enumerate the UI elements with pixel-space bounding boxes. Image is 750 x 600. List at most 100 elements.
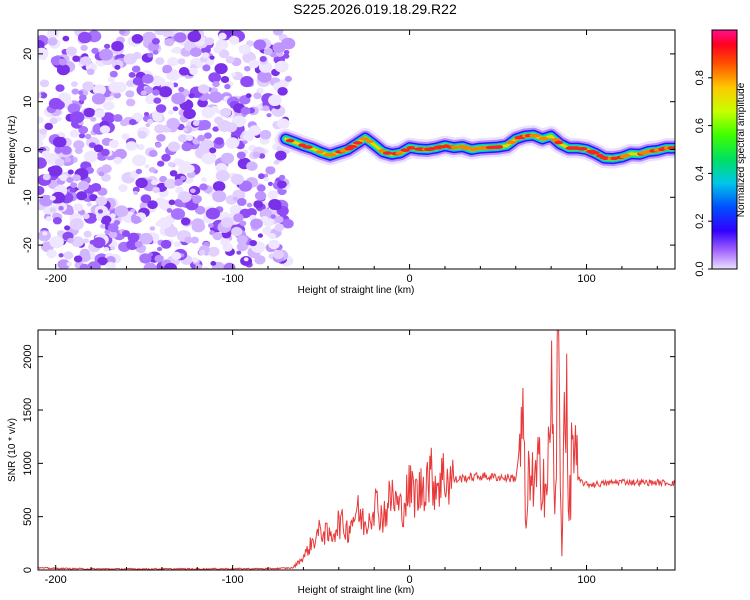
- noise-dot: [131, 34, 144, 44]
- noise-dot: [238, 180, 253, 192]
- noise-dot: [174, 32, 187, 43]
- noise-dot: [97, 256, 108, 266]
- noise-dot: [272, 30, 284, 36]
- noise-dot: [243, 257, 249, 262]
- noise-dot: [210, 261, 217, 266]
- noise-dot: [256, 184, 266, 192]
- noise-dot: [245, 93, 252, 99]
- noise-dot: [94, 109, 106, 118]
- noise-dot: [157, 160, 165, 167]
- noise-dot: [187, 30, 202, 43]
- noise-dot: [155, 57, 165, 65]
- noise-dot: [268, 239, 280, 250]
- noise-dot: [105, 89, 112, 95]
- noise-dot: [70, 182, 78, 189]
- noise-dot: [240, 76, 254, 88]
- ridge-peak: [538, 136, 549, 141]
- noise-dot: [205, 207, 220, 220]
- colorbar-gradient: [711, 29, 738, 270]
- noise-dot: [248, 59, 260, 69]
- noise-dot: [42, 231, 48, 236]
- figure-title: S225.2026.019.18.29.R22: [293, 1, 457, 17]
- noise-dot: [86, 68, 95, 76]
- noise-dot: [284, 75, 292, 82]
- noise-dot: [118, 184, 128, 193]
- snr-ytick-label: 500: [22, 507, 34, 525]
- noise-dot: [77, 180, 89, 191]
- noise-dot: [220, 217, 234, 228]
- noise-dot: [127, 232, 140, 243]
- noise-dot: [77, 31, 92, 44]
- noise-dot: [236, 242, 248, 252]
- colorbar-tick-label: 0.4: [694, 166, 706, 181]
- noise-dot: [132, 77, 143, 86]
- noise-dot: [214, 137, 224, 145]
- noise-dot: [64, 225, 71, 231]
- noise-dot: [143, 112, 150, 117]
- ridge-peak: [395, 151, 404, 155]
- noise-dot: [67, 103, 81, 114]
- ridge-peak: [576, 147, 588, 151]
- noise-dot: [156, 77, 166, 86]
- noise-dot: [142, 74, 154, 84]
- colorbar-tick-label: 0.6: [694, 118, 706, 133]
- noise-dot: [38, 230, 51, 242]
- ridge-peak: [315, 150, 324, 154]
- snr-xtick-label: -200: [45, 574, 67, 586]
- noise-dot: [47, 166, 55, 173]
- noise-dot: [82, 81, 95, 92]
- noise-dot: [198, 119, 211, 131]
- noise-dot: [134, 240, 143, 248]
- noise-dot: [181, 142, 193, 152]
- noise-dot: [90, 183, 102, 192]
- noise-dot: [253, 92, 262, 100]
- noise-dot: [74, 147, 83, 154]
- noise-dot: [38, 157, 47, 169]
- noise-dot: [108, 231, 118, 239]
- noise-dot: [231, 72, 237, 77]
- noise-dot: [49, 236, 64, 249]
- noise-region: [38, 30, 296, 269]
- noise-dot: [213, 46, 222, 54]
- noise-dot: [154, 254, 164, 263]
- noise-dot: [270, 214, 276, 219]
- noise-dot: [38, 47, 49, 60]
- noise-dot: [56, 116, 62, 122]
- noise-dot: [201, 106, 216, 119]
- noise-dot: [277, 118, 290, 129]
- ridge-peak: [495, 145, 504, 149]
- noise-dot: [252, 151, 261, 158]
- noise-dot: [52, 136, 67, 148]
- noise-dot: [111, 41, 124, 52]
- noise-dot: [220, 107, 232, 118]
- noise-dot: [170, 208, 186, 220]
- ridge-peak: [450, 145, 460, 150]
- noise-dot: [89, 194, 98, 202]
- noise-dot: [166, 117, 180, 130]
- noise-dot: [222, 243, 233, 252]
- noise-dot: [66, 208, 74, 216]
- noise-dot: [171, 251, 182, 261]
- noise-dot: [231, 226, 243, 237]
- noise-dot: [104, 229, 111, 235]
- noise-dot: [274, 216, 284, 224]
- noise-dot: [198, 84, 210, 94]
- noise-dot: [283, 50, 290, 55]
- spectrogram-ytick-label: -20: [22, 237, 34, 253]
- noise-dot: [254, 191, 267, 201]
- snr-x-axis-title: Height of straight line (km): [298, 585, 415, 596]
- noise-dot: [262, 226, 273, 235]
- noise-dot: [199, 183, 208, 191]
- noise-dot: [84, 133, 92, 140]
- noise-dot: [272, 250, 284, 260]
- noise-dot: [183, 127, 188, 132]
- noise-dot: [91, 47, 99, 55]
- noise-dot: [274, 223, 285, 232]
- noise-dot: [230, 173, 244, 185]
- noise-dot: [254, 255, 266, 265]
- noise-dot: [207, 246, 220, 257]
- noise-dot: [201, 177, 207, 182]
- noise-dot: [242, 139, 248, 144]
- noise-dot: [175, 159, 185, 167]
